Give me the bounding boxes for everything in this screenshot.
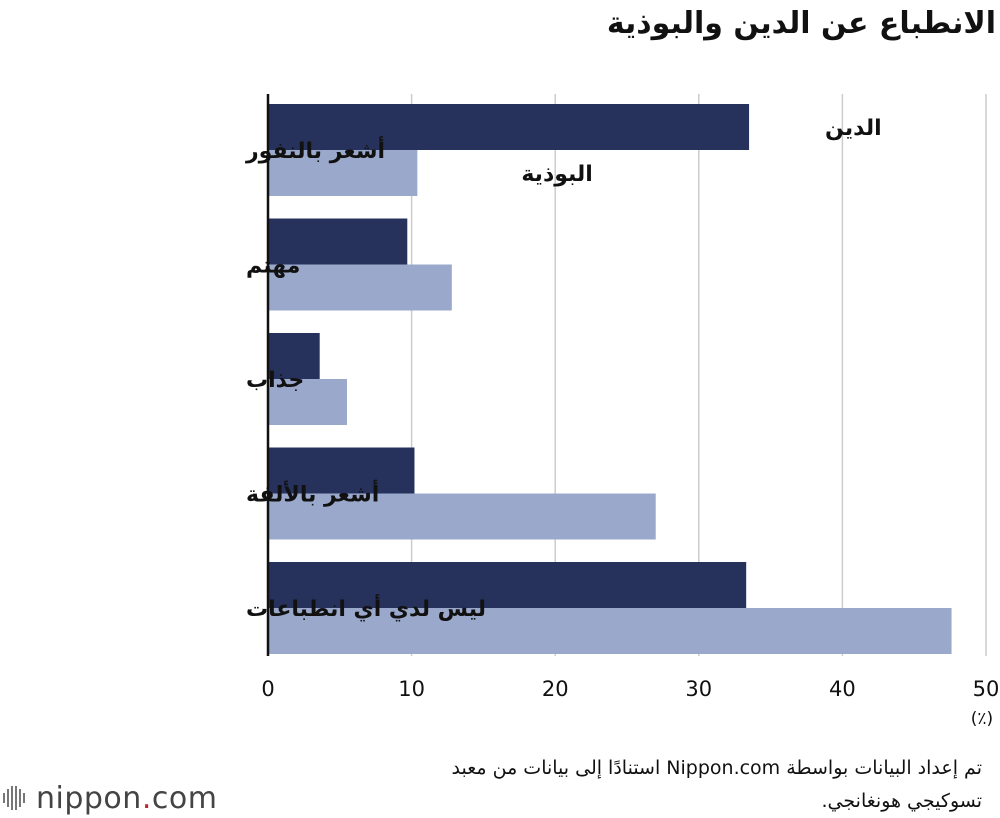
category-label: أشعر بالنفور <box>245 135 385 164</box>
bar-religion-1 <box>268 218 408 265</box>
x-axis-unit: (٪) <box>971 709 993 729</box>
bar-buddhism-2 <box>268 379 347 425</box>
category-label: جذاب <box>246 368 304 393</box>
source-line-2: تسوكيجي هونغانجي. <box>821 790 982 812</box>
series-label: الدين <box>825 116 882 141</box>
category-label: ليس لدي أي انطباعات <box>246 593 486 622</box>
logo-suffix: com <box>151 780 218 816</box>
x-tick-label: 30 <box>685 677 712 701</box>
bar-buddhism-0 <box>268 150 418 196</box>
x-tick-label: 50 <box>973 677 1000 701</box>
bar-chart: أشعر بالنفور مهتم جذاب أشعر بالألفة ليس لدي … <box>245 94 1000 729</box>
bar-religion-3 <box>268 447 415 494</box>
category-label: مهتم <box>246 254 300 279</box>
chart-title: الانطباع عن الدين والبوذية <box>606 6 996 41</box>
bar-buddhism-3 <box>268 493 656 540</box>
source-line-1: تم إعداد البيانات بواسطة Nippon.com استن… <box>451 757 982 779</box>
series-label: البوذية <box>521 162 592 187</box>
bar-buddhism-1 <box>268 264 452 311</box>
nippon-logo: nippon.com <box>2 778 217 818</box>
bar-buddhism-4 <box>268 608 952 654</box>
category-label: أشعر بالألفة <box>246 479 379 508</box>
x-tick-label: 10 <box>398 677 425 701</box>
x-tick-label: 20 <box>542 677 569 701</box>
logo-dot: . <box>141 780 152 816</box>
source-note: تم إعداد البيانات بواسطة Nippon.com استن… <box>282 752 982 818</box>
x-tick-label: 0 <box>261 677 274 701</box>
bar-religion-0 <box>268 104 750 150</box>
logo-mark-icon <box>3 786 25 810</box>
bar-religion-2 <box>268 333 320 379</box>
logo-name: nippon <box>36 780 142 816</box>
bar-religion-4 <box>268 562 747 608</box>
x-tick-label: 40 <box>829 677 856 701</box>
